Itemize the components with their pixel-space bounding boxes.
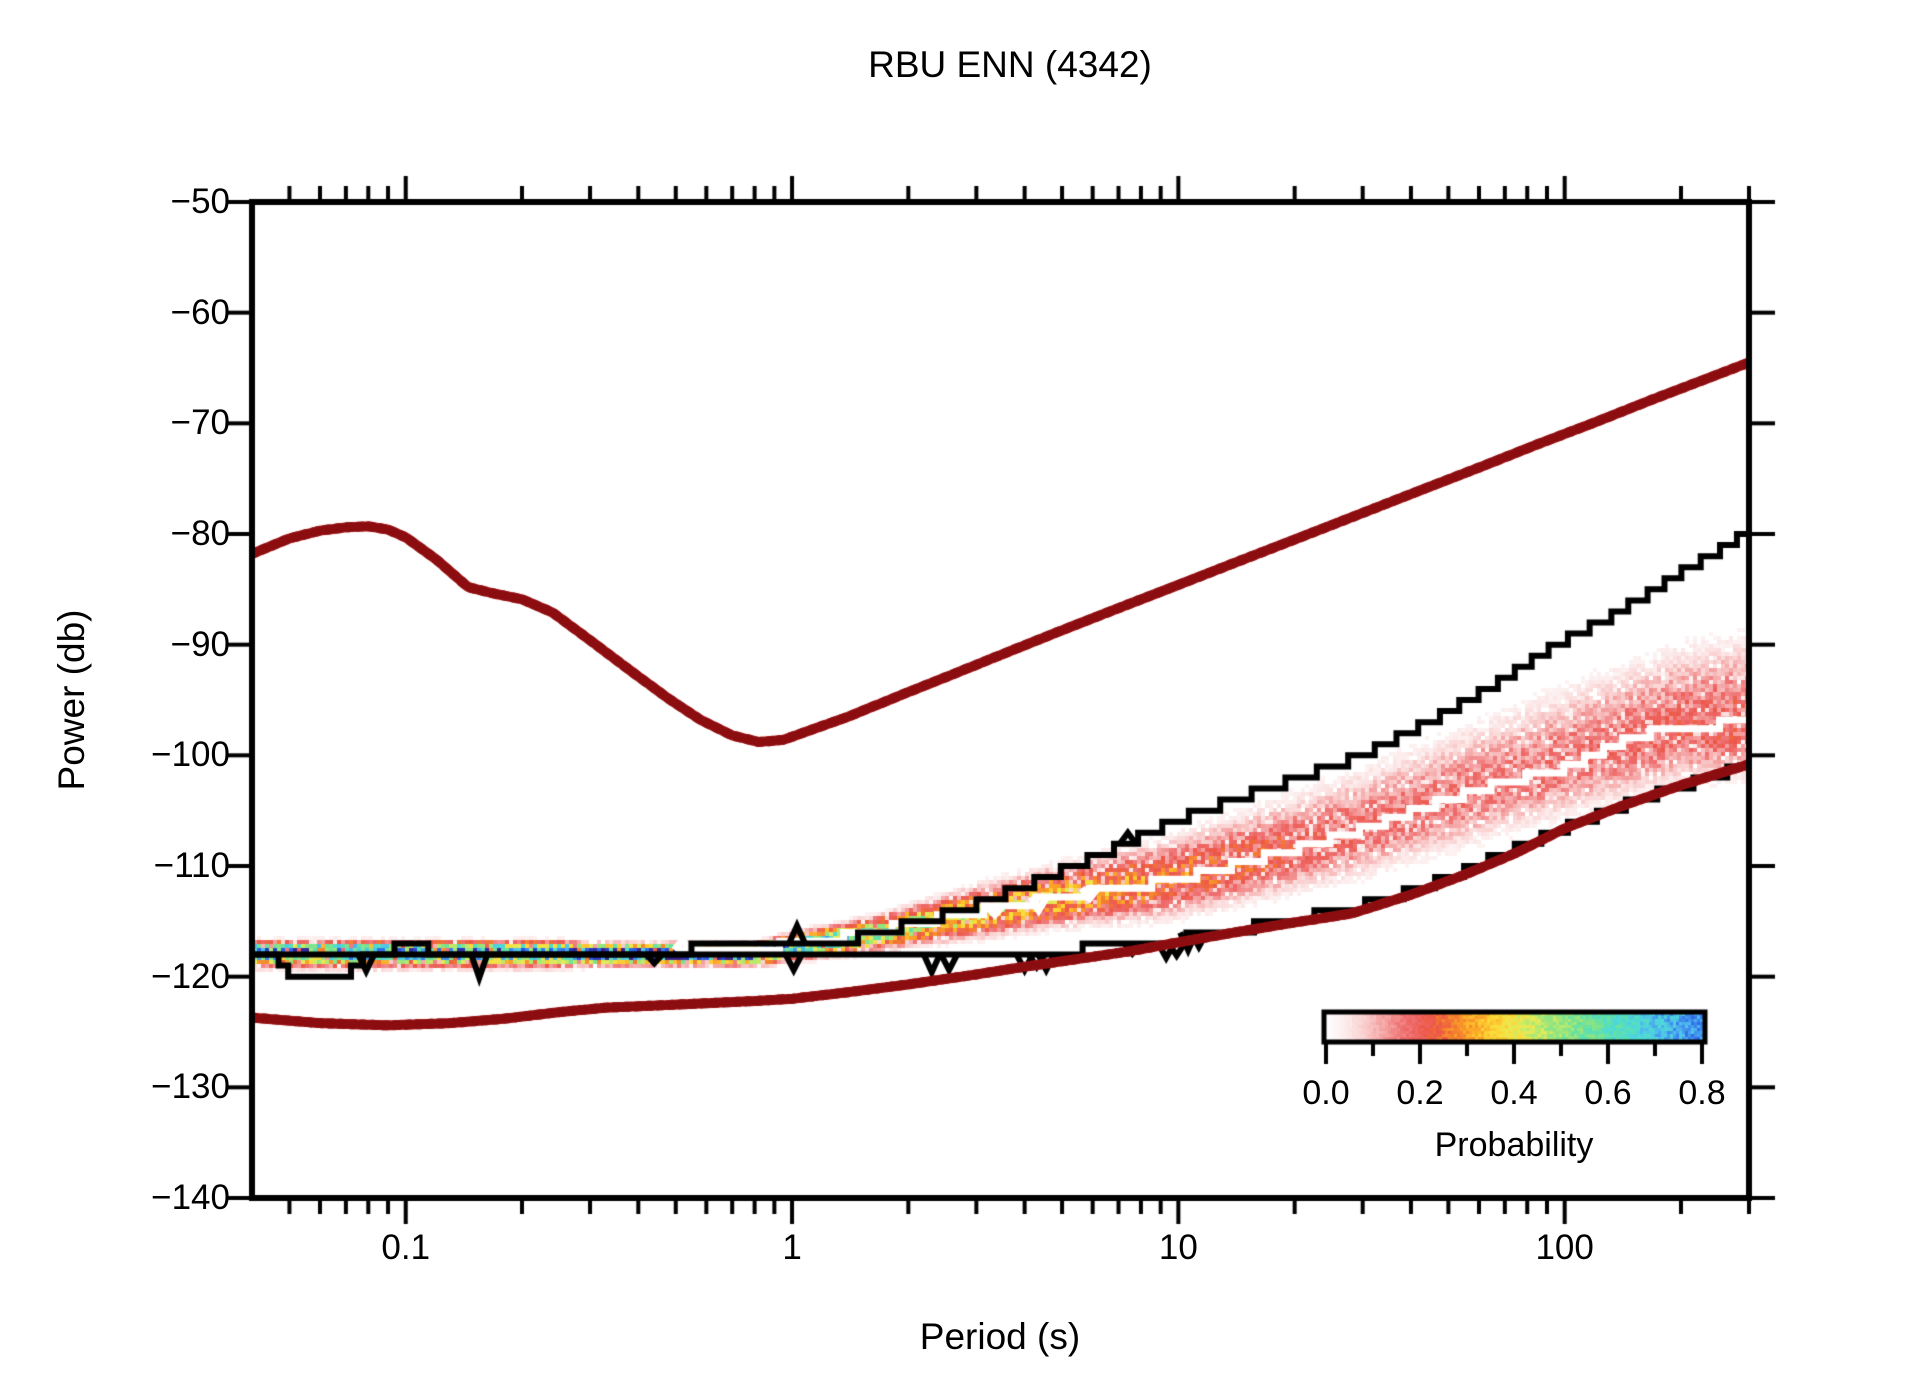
y-tick-label: −110 [153, 846, 230, 885]
x-tick-label: 10 [1158, 1228, 1198, 1267]
y-tick-label: −100 [151, 735, 230, 775]
y-tick-label: −70 [170, 403, 230, 443]
colorbar-tick-label: 0.0 [1302, 1074, 1350, 1112]
y-tick-label: −90 [170, 624, 230, 664]
y-axis-label: Power (db) [51, 609, 92, 791]
colorbar-tick-label: 0.2 [1396, 1074, 1444, 1112]
x-tick-label: 0.1 [381, 1228, 431, 1267]
colorbar-title: Probability [1434, 1126, 1594, 1164]
plot-title: RBU ENN (4342) [868, 44, 1152, 85]
y-tick-label: −50 [170, 182, 230, 221]
y-tick-label: −140 [151, 1178, 230, 1217]
x-tick-label: 1 [782, 1228, 802, 1267]
y-tick-label: −120 [151, 956, 230, 996]
y-tick-label: −60 [170, 292, 230, 332]
x-axis-label: Period (s) [919, 1316, 1081, 1357]
colorbar-tick-label: 0.8 [1678, 1074, 1726, 1112]
colorbar-tick-label: 0.6 [1584, 1074, 1632, 1112]
colorbar-tick-label: 0.4 [1490, 1074, 1538, 1112]
x-tick-label: 100 [1535, 1228, 1594, 1267]
y-tick-label: −130 [151, 1067, 230, 1107]
y-tick-label: −80 [170, 514, 230, 553]
